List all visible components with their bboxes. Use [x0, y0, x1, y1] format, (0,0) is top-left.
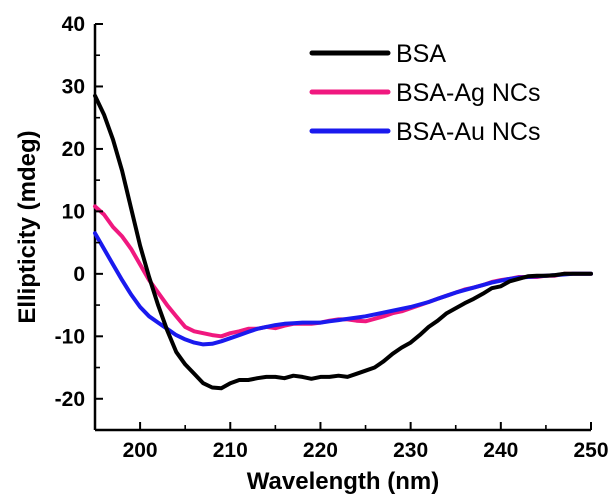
series-line-bsa: [93, 93, 593, 391]
legend-label: BSA: [396, 40, 446, 68]
x-tick-label: 220: [303, 439, 338, 462]
y-tick-label: 20: [62, 138, 85, 161]
series-line-bsa-au-ncs: [93, 231, 593, 347]
y-tick-label: -10: [55, 325, 85, 348]
legend-label: BSA-Ag NCs: [396, 79, 540, 107]
y-tick-label: 0: [73, 263, 85, 286]
ticks: 200 210 220 230 240 250 -20 -10 0 10 20 30 40: [55, 13, 609, 462]
y-tick-label: 30: [62, 75, 85, 98]
x-tick-label: 240: [483, 439, 518, 462]
x-tick-label: 250: [573, 439, 608, 462]
y-axis-title: Ellipticity (mdeg): [14, 130, 41, 323]
axes: [93, 24, 591, 432]
plot-lines: [93, 93, 593, 391]
legend-label: BSA-Au NCs: [396, 118, 540, 146]
x-tick-label: 210: [213, 439, 248, 462]
x-axis-title: Wavelength (nm): [247, 468, 439, 495]
x-tick-label: 200: [123, 439, 158, 462]
legend: BSA BSA-Ag NCs BSA-Au NCs: [309, 40, 540, 146]
y-tick-label: -20: [55, 388, 85, 411]
x-tick-label: 230: [393, 439, 428, 462]
y-tick-label: 10: [62, 200, 85, 223]
y-tick-label: 40: [62, 13, 85, 36]
series-line-bsa-ag-ncs: [93, 204, 593, 339]
